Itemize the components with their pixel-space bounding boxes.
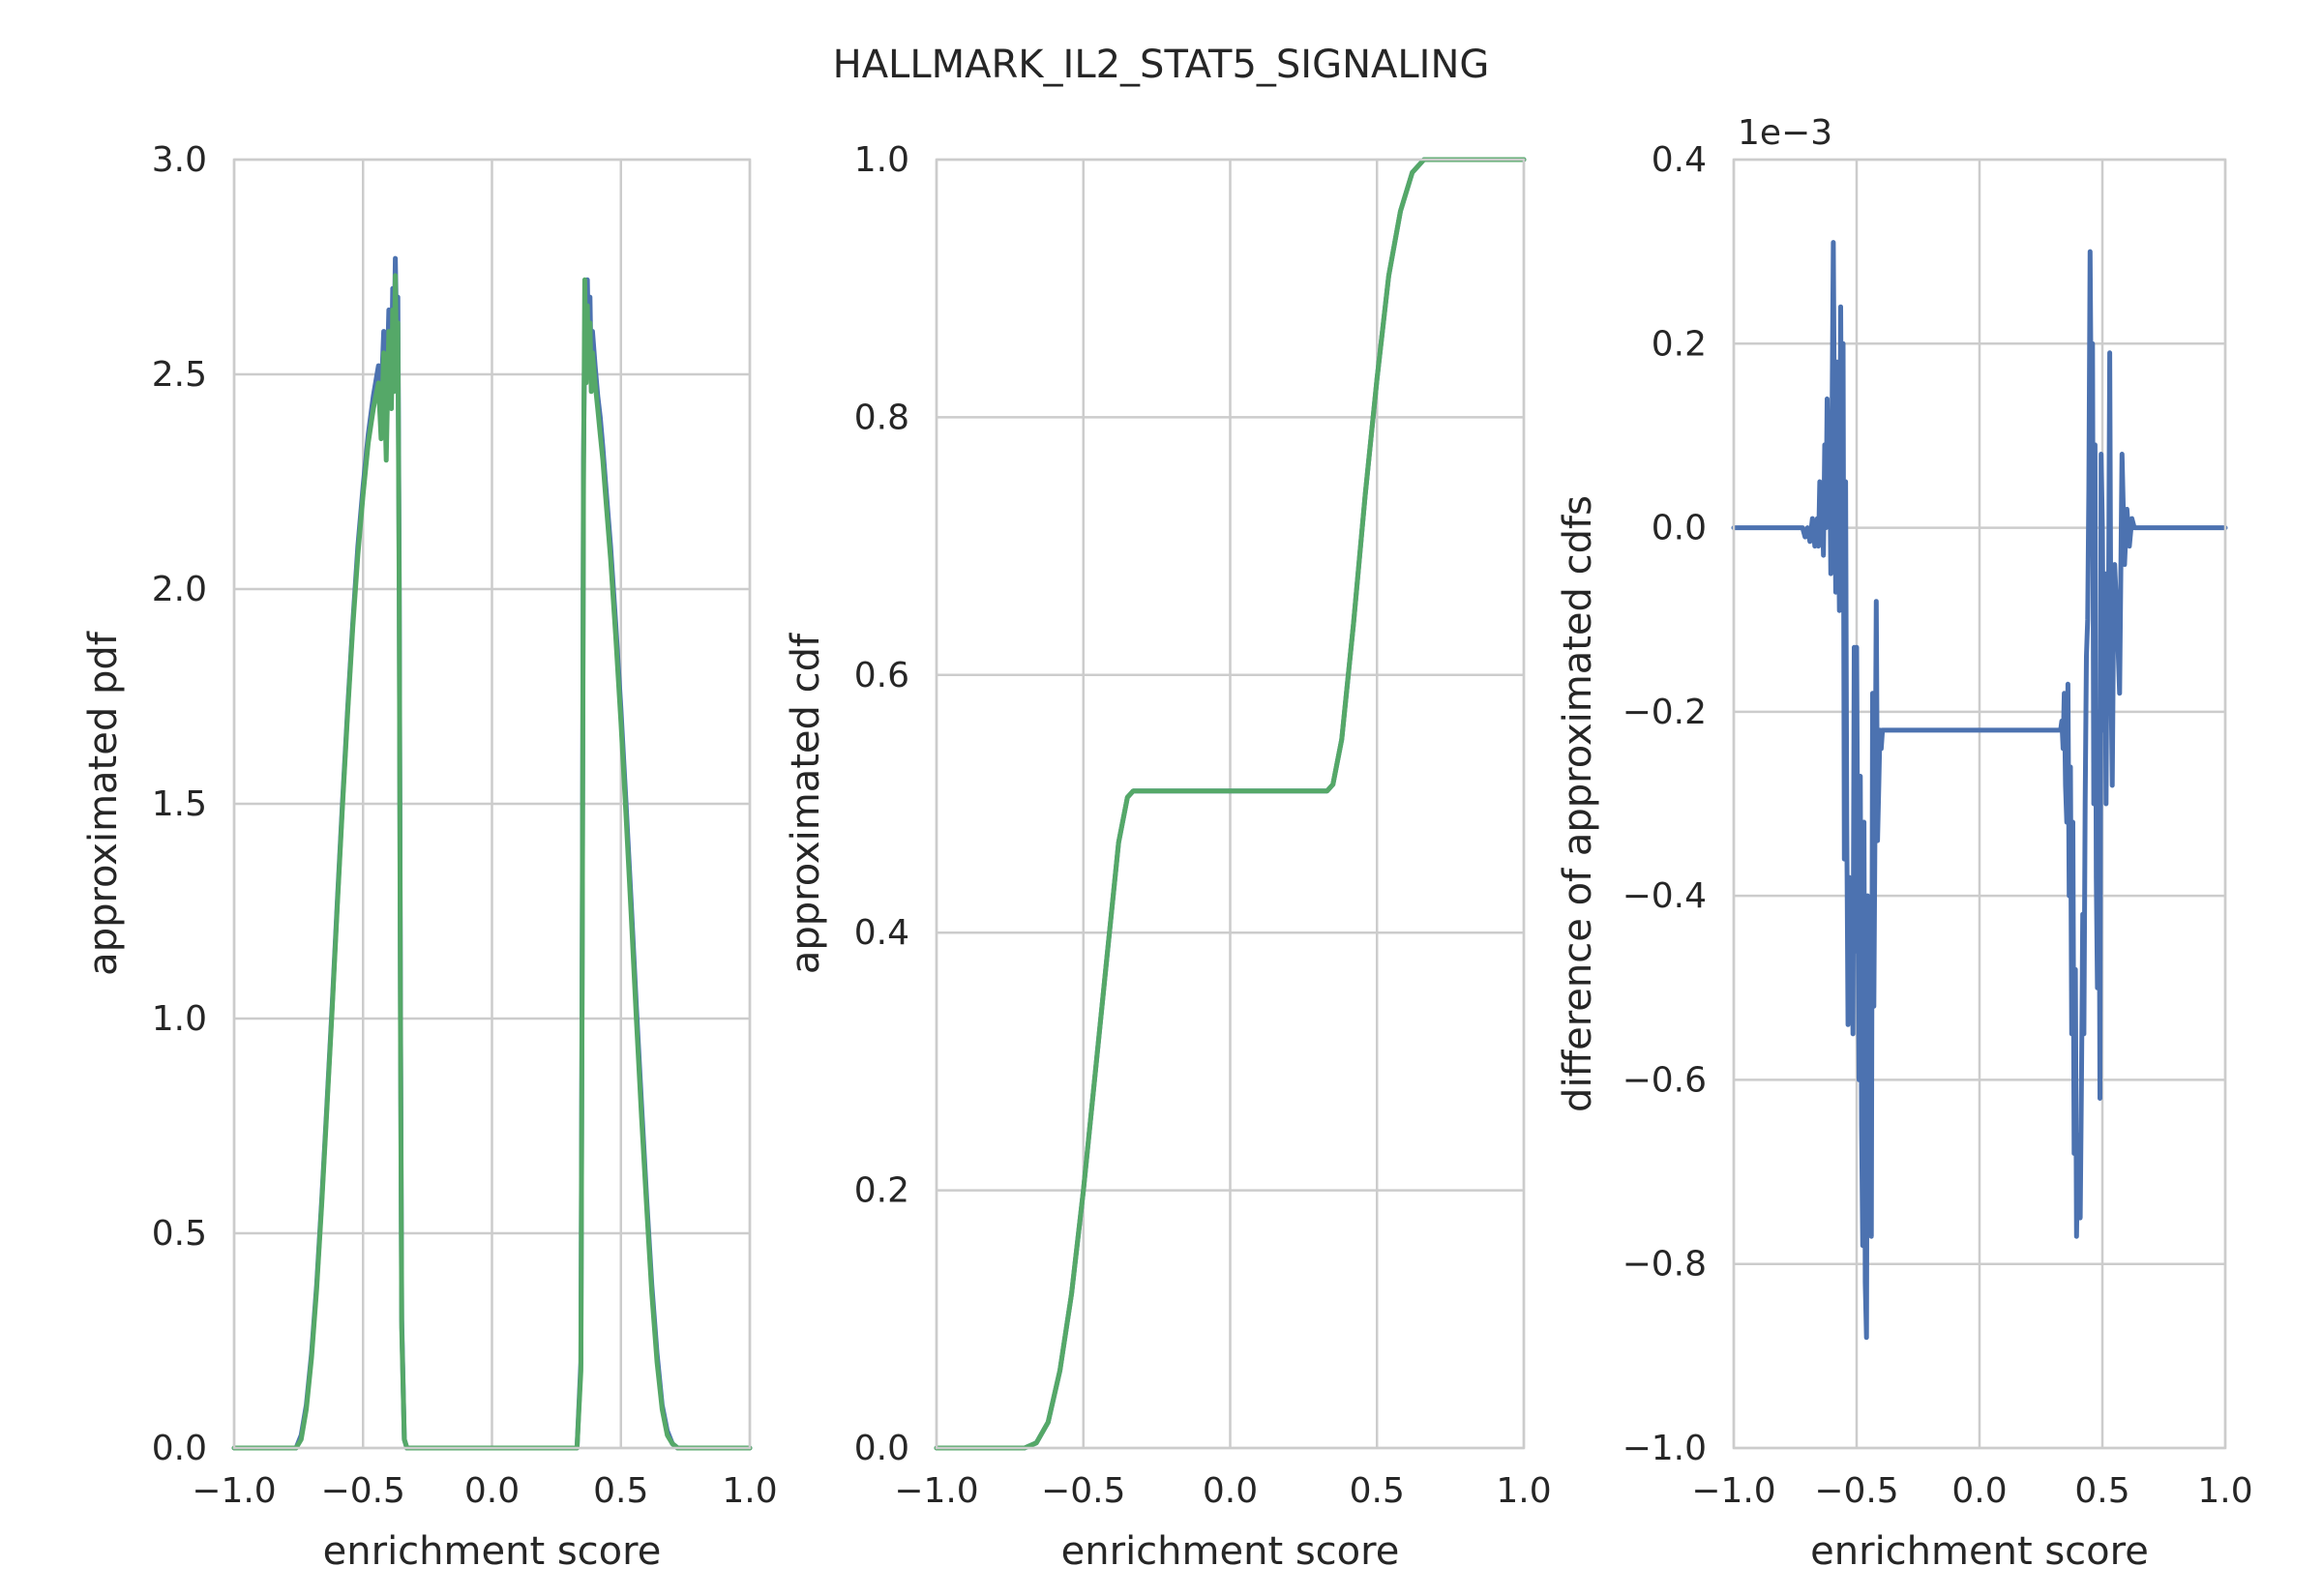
scale-offset-label: 1e−3 — [1738, 113, 1832, 153]
y-tick-label: −0.2 — [1622, 693, 1707, 732]
x-tick-label: −1.0 — [192, 1471, 276, 1511]
panel-3: −1.0 −0.5 0.0 0.5 1.0 −1.0 −0.8 −0.6 −0.4 −0.2 0.0… — [1556, 113, 2253, 1574]
y-axis-label: difference of approximated cdfs — [1556, 495, 1600, 1112]
y-tick-label: 1.0 — [854, 140, 909, 180]
x-tick-label: −1.0 — [1691, 1471, 1775, 1511]
figure-title: HALLMARK_IL2_STAT5_SIGNALING — [832, 43, 1490, 87]
y-tick-label: 0.4 — [854, 913, 909, 953]
x-axis-label: enrichment score — [1061, 1529, 1400, 1574]
axes-frame — [232, 158, 752, 1450]
x-tick-label: 0.0 — [1951, 1471, 2007, 1511]
x-tick-label: 1.0 — [2197, 1471, 2252, 1511]
y-axis-label: approximated cdf — [784, 633, 828, 974]
x-tick-label: 0.5 — [2074, 1471, 2129, 1511]
y-tick-label: −1.0 — [1622, 1429, 1707, 1468]
y-tick-label: −0.6 — [1622, 1060, 1707, 1100]
x-tick-label: −1.0 — [894, 1471, 978, 1511]
axes-frame — [935, 158, 1526, 1450]
y-tick-label: 0.0 — [152, 1429, 207, 1468]
y-tick-label: 0.6 — [854, 656, 909, 695]
x-tick-label: 1.0 — [722, 1471, 777, 1511]
y-tick-label: −0.8 — [1622, 1245, 1707, 1285]
y-tick-label: 0.2 — [1652, 324, 1707, 364]
y-tick-label: 0.4 — [1652, 140, 1707, 180]
y-tick-label: 0.0 — [1652, 509, 1707, 548]
y-tick-label: 3.0 — [152, 140, 207, 180]
x-tick-label: 0.0 — [1203, 1471, 1258, 1511]
x-tick-label: 0.5 — [593, 1471, 648, 1511]
panel-2: −1.0 −0.5 0.0 0.5 1.0 0.0 0.2 0.4 0.6 0.8 1.0 enric… — [784, 140, 1552, 1574]
y-tick-label: 1.5 — [152, 784, 207, 824]
x-tick-label: −0.5 — [1041, 1471, 1125, 1511]
x-tick-label: −0.5 — [321, 1471, 405, 1511]
x-axis-label: enrichment score — [323, 1529, 662, 1574]
y-axis-label: approximated pdf — [81, 631, 126, 976]
y-tick-label: 0.5 — [152, 1214, 207, 1254]
y-tick-label: 2.0 — [152, 570, 207, 609]
x-tick-label: −0.5 — [1814, 1471, 1898, 1511]
panel-1: −1.0 −0.5 0.0 0.5 1.0 0.0 0.5 1.0 1.5 2.0 2.5 3.0 en… — [81, 140, 778, 1574]
y-tick-label: 0.8 — [854, 398, 909, 437]
y-tick-label: 0.0 — [854, 1429, 909, 1468]
x-axis-label: enrichment score — [1810, 1529, 2149, 1574]
series-line-2 — [934, 157, 1527, 1451]
x-tick-label: 0.0 — [464, 1471, 520, 1511]
series-line-1 — [1731, 240, 2228, 1341]
y-tick-label: 1.0 — [152, 999, 207, 1039]
y-tick-label: −0.4 — [1622, 876, 1707, 916]
x-tick-label: 0.5 — [1350, 1471, 1405, 1511]
axes-frame — [1732, 158, 2227, 1450]
y-tick-label: 0.2 — [854, 1171, 909, 1211]
x-tick-label: 1.0 — [1496, 1471, 1551, 1511]
y-tick-label: 2.5 — [152, 355, 207, 395]
